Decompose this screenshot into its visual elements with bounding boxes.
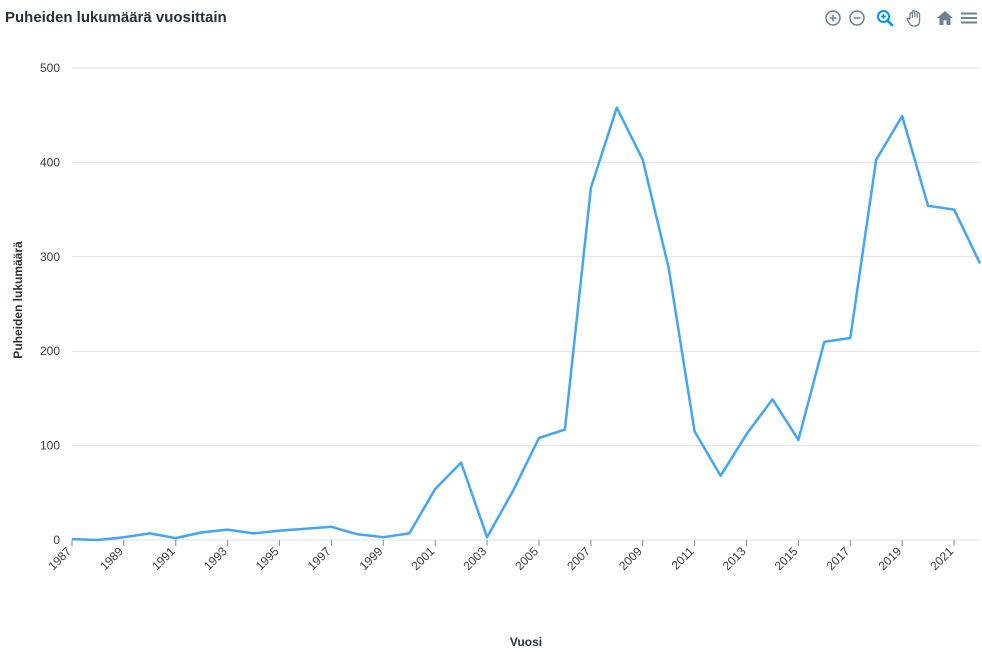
data-point[interactable] <box>406 530 412 536</box>
series-line-0[interactable] <box>71 106 982 542</box>
pan-icon[interactable] <box>904 7 926 29</box>
x-tick-label: 2017 <box>824 544 853 573</box>
x-tick-label: 1991 <box>149 544 178 573</box>
zoom-selection-icon[interactable] <box>874 7 896 29</box>
x-tick-label: 2003 <box>460 544 489 573</box>
home-icon[interactable] <box>934 7 956 29</box>
x-tick-label: 2011 <box>669 544 697 572</box>
data-point[interactable] <box>95 537 101 543</box>
data-point[interactable] <box>458 460 464 466</box>
data-point[interactable] <box>951 207 957 213</box>
data-point[interactable] <box>588 185 594 191</box>
x-tick-label: 1989 <box>97 544 126 573</box>
data-point[interactable] <box>199 529 205 535</box>
y-tick-label: 200 <box>40 344 60 358</box>
data-point[interactable] <box>614 105 620 111</box>
data-point[interactable] <box>769 396 775 402</box>
data-point[interactable] <box>666 265 672 271</box>
data-point[interactable] <box>432 486 438 492</box>
x-tick-label: 2021 <box>927 544 956 573</box>
data-point[interactable] <box>354 531 360 537</box>
data-point[interactable] <box>847 335 853 341</box>
data-point[interactable] <box>277 528 283 534</box>
chart-toolbar <box>822 7 982 29</box>
data-point[interactable] <box>328 524 334 530</box>
x-tick-label: 2013 <box>720 544 749 573</box>
x-tick-label: 2005 <box>512 544 541 573</box>
data-point[interactable] <box>640 157 646 163</box>
data-point[interactable] <box>562 427 568 433</box>
x-axis-title: Vuosi <box>510 635 542 649</box>
data-point[interactable] <box>925 203 931 209</box>
zoom-in-icon[interactable] <box>822 7 844 29</box>
y-tick-label: 100 <box>40 439 60 453</box>
x-tick-label: 1999 <box>357 544 386 573</box>
zoom-out-icon[interactable] <box>846 7 868 29</box>
chart-title: Puheiden lukumäärä vuosittain <box>5 9 227 26</box>
x-tick-label: 1997 <box>305 544 334 573</box>
series-group <box>69 105 982 543</box>
data-point[interactable] <box>873 157 879 163</box>
data-point[interactable] <box>899 113 905 119</box>
x-tick-label: 1987 <box>45 544 74 573</box>
data-point[interactable] <box>380 534 386 540</box>
data-point[interactable] <box>718 473 724 479</box>
data-point[interactable] <box>744 431 750 437</box>
data-point[interactable] <box>795 437 801 443</box>
y-axis-ticks: 0 100 200 300 400 500 <box>40 61 60 547</box>
data-point[interactable] <box>302 526 308 532</box>
y-tick-label: 400 <box>40 155 60 169</box>
y-axis-title: Puheiden lukumäärä <box>11 241 25 359</box>
gridlines <box>72 67 980 541</box>
x-tick-label: 2019 <box>876 544 905 573</box>
data-point[interactable] <box>484 534 490 540</box>
data-point[interactable] <box>69 536 75 542</box>
x-axis-ticks: 1987 1989 1991 1993 1995 1997 1999 2001 2003 2005… <box>45 540 956 573</box>
x-tick-label: 2001 <box>409 544 438 573</box>
data-point[interactable] <box>692 428 698 434</box>
y-tick-label: 500 <box>40 61 60 75</box>
x-tick-label: 2015 <box>772 544 801 573</box>
y-tick-label: 300 <box>40 250 60 264</box>
data-point[interactable] <box>536 435 542 441</box>
data-point[interactable] <box>821 339 827 345</box>
data-point[interactable] <box>147 530 153 536</box>
data-point[interactable] <box>121 534 127 540</box>
x-tick-label: 2007 <box>564 544 593 573</box>
y-tick-label: 0 <box>53 533 60 547</box>
data-point[interactable] <box>251 530 257 536</box>
x-tick-label: 1995 <box>253 544 282 573</box>
menu-icon[interactable] <box>958 7 980 29</box>
data-point[interactable] <box>173 535 179 541</box>
x-tick-label: 1993 <box>201 544 230 573</box>
x-tick-label: 2009 <box>616 544 645 573</box>
data-point[interactable] <box>510 488 516 494</box>
data-point[interactable] <box>225 527 231 533</box>
